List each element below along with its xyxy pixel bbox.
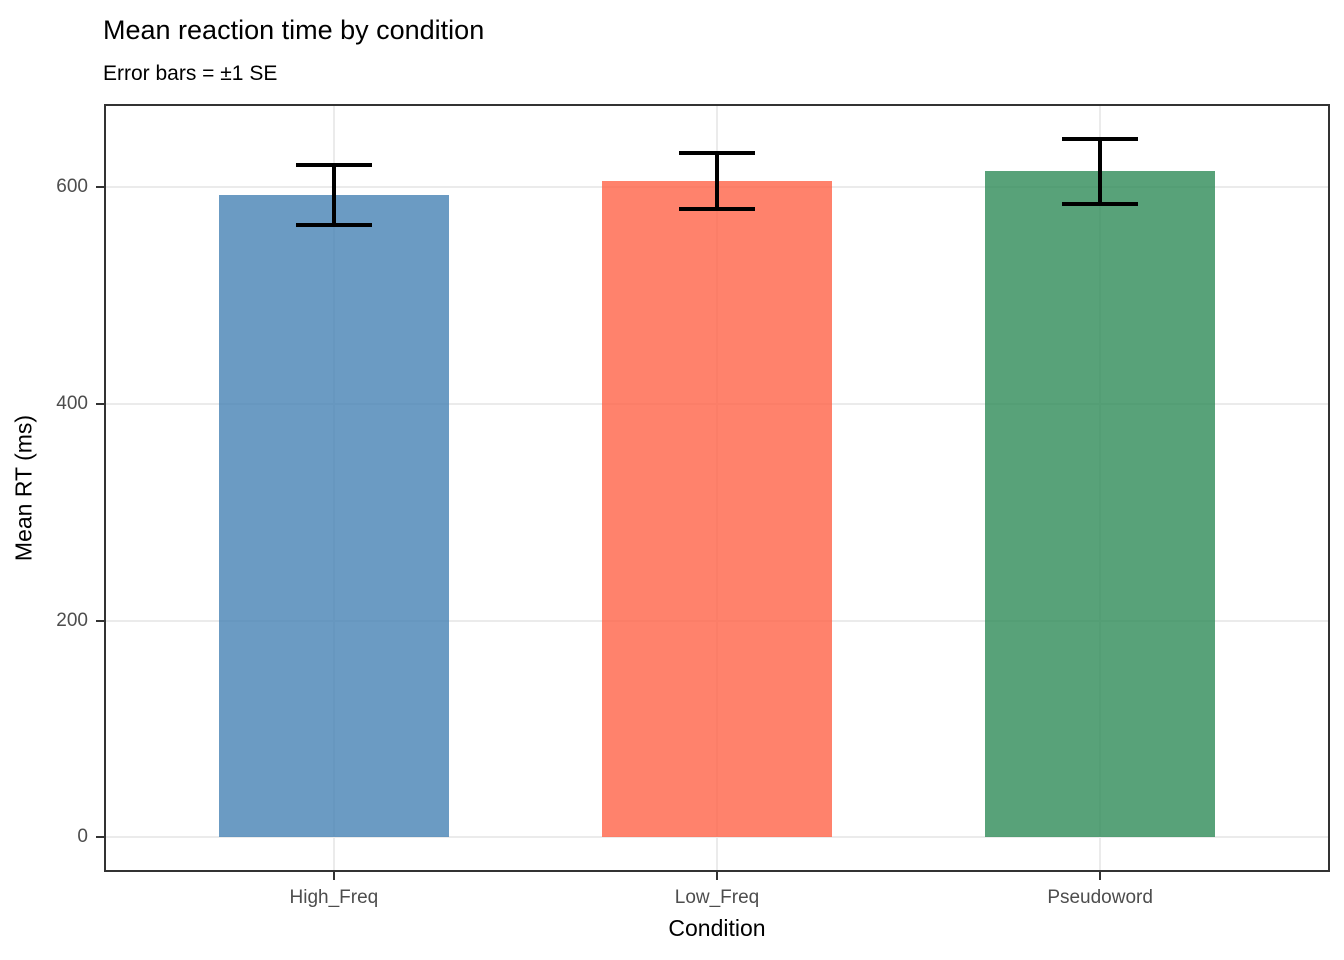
x-tick-label-high_freq: High_Freq [289,887,379,908]
errorbar-pseudoword-line [1098,138,1103,204]
errorbar-high_freq-cap-top [295,162,373,167]
x-tick-low_freq [716,872,718,880]
x-tick-high_freq [332,872,335,880]
plot-panel [104,104,1330,872]
x-tick-pseudoword [1099,872,1102,880]
y-tick-label-400: 400 [56,393,88,415]
errorbar-pseudoword-cap-top [1061,136,1139,141]
y-tick-label-600: 600 [56,176,88,198]
y-tick-0 [96,836,104,839]
errorbar-high_freq-cap-bottom [295,223,373,228]
y-tick-600 [96,186,104,189]
x-tick-label-pseudoword: Pseudoword [1047,887,1153,908]
chart-subtitle: Error bars = ±1 SE [103,62,278,85]
errorbar-pseudoword-cap-bottom [1061,201,1139,206]
y-tick-label-0: 0 [77,826,88,848]
errorbar-high_freq-line [331,164,336,226]
y-axis-title: Mean RT (ms) [10,414,37,562]
bar-high_freq [218,194,449,838]
errorbar-low_freq-line [715,152,719,210]
x-axis-title: Condition [668,915,766,941]
errorbar-low_freq-cap-top [678,150,756,155]
bar-low_freq [602,180,832,838]
y-tick-200 [96,619,104,622]
errorbar-low_freq-cap-bottom [678,207,756,212]
y-tick-label-200: 200 [56,609,88,631]
chart-title: Mean reaction time by condition [103,15,485,45]
y-tick-400 [96,403,104,406]
x-tick-label-low_freq: Low_Freq [674,887,760,908]
bar-pseudoword [985,171,1216,838]
